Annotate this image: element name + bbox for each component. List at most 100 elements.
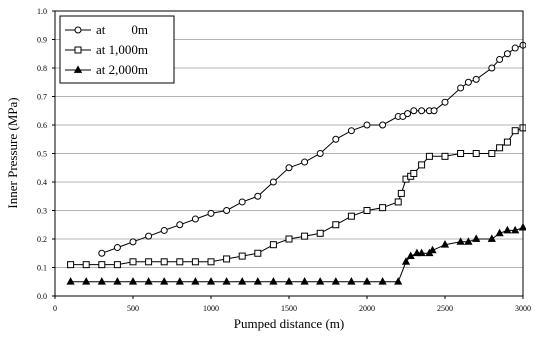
data-point-triangle [144,277,153,285]
data-point-square [488,150,496,157]
legend-item: at 1,000m [65,42,148,57]
data-point-square [301,232,309,240]
data-point-square [347,212,355,220]
data-point-triangle [472,234,481,242]
legend: at 0m at 1,000m at 2,000m [59,15,175,84]
data-point-circle [207,209,215,217]
data-point-square [129,258,137,266]
data-point-triangle [191,277,200,285]
data-point-circle [160,226,168,234]
data-point-triangle [440,240,450,248]
data-point-square [98,261,106,269]
data-point-triangle [128,277,138,285]
data-point-circle [145,232,153,240]
x-tick-label: 1000 [203,304,219,313]
data-point-circle [254,192,262,200]
data-point-square [410,169,418,177]
legend-label: at 1,000m [96,42,148,57]
x-tick-label: 3000 [515,304,531,313]
data-point-circle [238,198,246,206]
data-point-square [238,252,246,260]
data-point-triangle [331,277,340,285]
data-point-triangle [175,277,184,285]
data-point-triangle [222,277,231,285]
data-point-square [397,189,405,197]
x-axis: 0 500 1000 1500 2000 2500 3000 [53,296,531,313]
data-point-triangle [82,277,91,285]
y-tick-label: 0.6 [37,121,47,130]
data-point-triangle [464,237,473,245]
data-point-square [418,161,426,169]
data-point-triangle [347,277,356,285]
data-point-circle [98,249,106,257]
y-tick-label: 1.0 [37,7,47,16]
data-point-triangle [362,277,372,285]
data-point-circle [472,75,480,83]
data-point-square [363,207,371,214]
data-point-square [425,152,433,160]
data-point-triangle [503,225,512,234]
legend-item: at 2,000m [65,62,148,77]
data-point-circle [441,98,449,106]
data-point-circle [410,107,418,115]
data-point-triangle [456,237,465,245]
data-point-square [176,258,184,266]
data-point-triangle [300,277,309,285]
data-point-circle [496,55,504,63]
data-point-circle [363,121,371,129]
data-point-triangle [378,277,387,285]
data-point-triangle [238,277,247,285]
data-point-circle [404,110,412,118]
data-point-triangle [66,277,75,285]
data-point-triangle [406,251,415,260]
series-1 [98,41,526,257]
data-point-square [496,144,504,152]
data-point-square [74,46,82,54]
x-tick-label: 2000 [359,304,375,313]
data-point-triangle [113,277,122,285]
data-point-square [511,127,519,135]
data-point-square [254,249,262,257]
data-point-circle [301,158,309,166]
data-point-circle [269,178,277,186]
x-tick-label: 1500 [281,304,297,313]
x-tick-label: 0 [53,304,57,313]
data-point-circle [285,164,293,172]
data-point-circle [347,127,355,135]
data-point-circle [379,121,387,129]
data-point-square [160,258,168,266]
data-point-triangle [487,234,496,242]
data-point-square [441,152,449,160]
series-3 [66,222,526,285]
data-point-circle [503,50,511,58]
data-point-circle [488,64,496,72]
legend-label: at 2,000m [96,62,148,77]
data-point-triangle [511,225,520,234]
data-point-triangle [269,277,278,285]
data-point-square [223,255,231,263]
y-tick-label: 0.1 [37,264,47,273]
data-point-circle [176,221,184,229]
data-point-square [285,235,293,243]
data-point-circle [511,44,519,52]
data-point-circle [191,215,199,223]
data-point-circle [113,244,121,252]
data-point-triangle [495,228,504,237]
data-point-circle [464,78,472,86]
y-axis-title: Inner Pressure (MPa) [5,97,20,208]
data-point-circle [316,150,324,157]
y-tick-label: 0.4 [37,178,47,187]
data-point-circle [430,107,438,115]
data-point-circle [418,107,426,115]
data-point-circle [457,84,465,92]
data-point-triangle [316,277,325,285]
data-point-square [472,150,480,157]
data-point-square [316,229,324,237]
data-point-square [113,261,121,269]
y-tick-label: 0.0 [37,292,47,301]
data-point-triangle [160,277,169,285]
data-point-square [379,204,387,212]
data-point-triangle [394,277,403,285]
x-tick-label: 2500 [437,304,453,313]
